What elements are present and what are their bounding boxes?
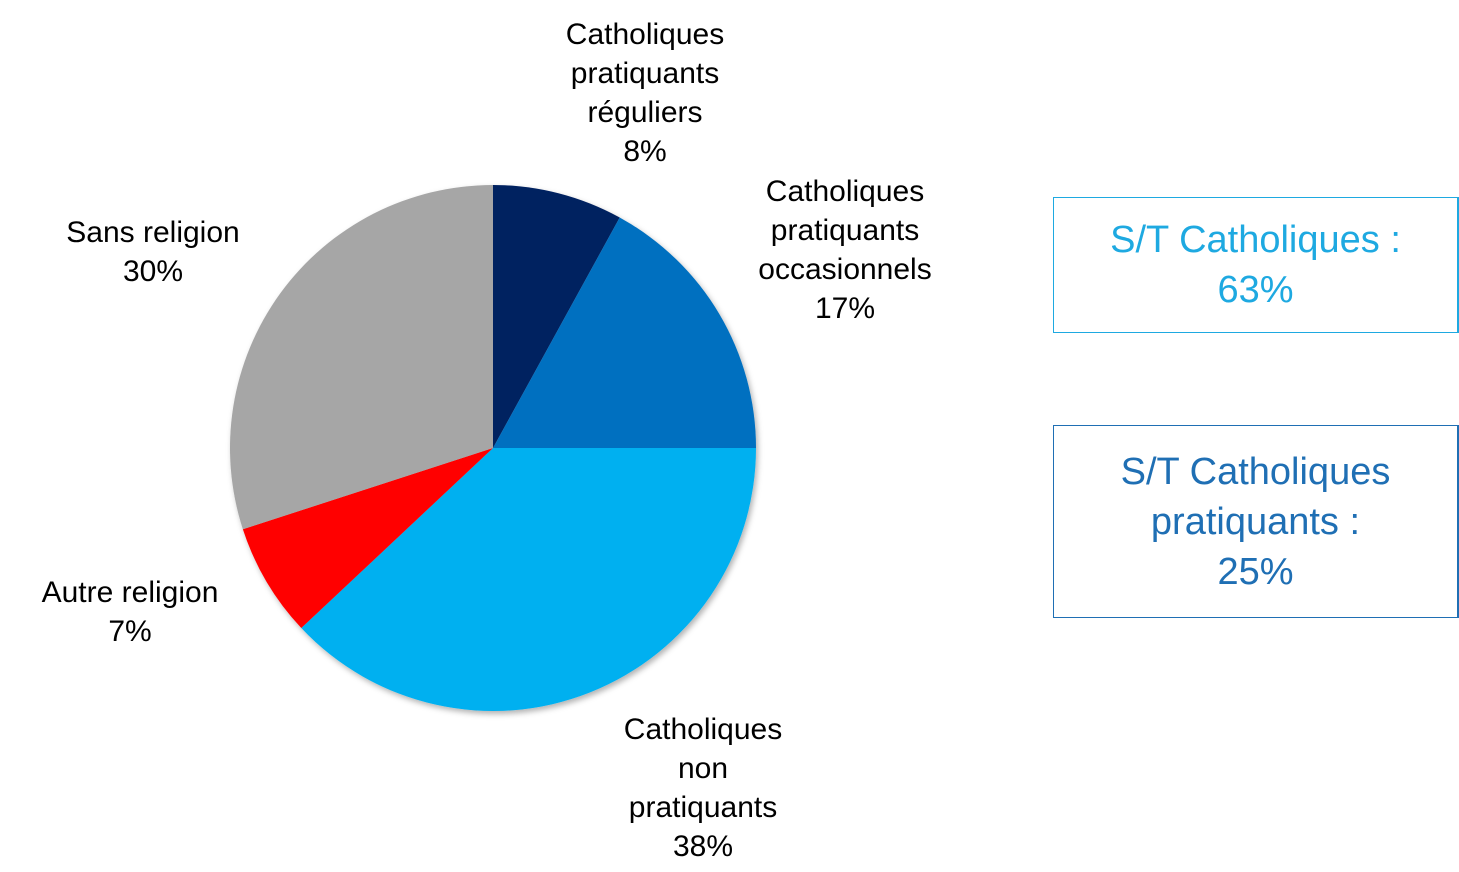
pie-chart <box>229 185 756 711</box>
value-label: 8% <box>623 135 667 168</box>
category-name: Catholiques pratiquants réguliers <box>565 18 725 129</box>
slice-label: Autre religion 7% <box>0 573 260 651</box>
value-label: 38% <box>672 830 734 863</box>
pie-slice <box>301 448 756 711</box>
annotation-text: 25% <box>1217 550 1294 593</box>
category-name: Catholiques non pratiquants <box>623 713 783 824</box>
category-name: Autre religion <box>41 576 219 609</box>
value-label: 17% <box>814 292 876 325</box>
pie-slice <box>242 448 493 629</box>
slice-label: Catholiques non pratiquants 38% <box>603 710 803 866</box>
pie-slice <box>493 185 620 448</box>
annotation-text: S/T Catholiques <box>1120 450 1391 493</box>
slice-label: Catholiques pratiquants occasionnels 17% <box>730 172 960 328</box>
pie-slice <box>229 185 493 530</box>
annotation-text: S/T Catholiques : <box>1110 219 1401 261</box>
category-name: Catholiques pratiquants occasionnels <box>758 175 932 286</box>
annotation-box: S/T Catholiques pratiquants : 25% <box>1053 425 1459 618</box>
slice-label: Sans religion 30% <box>23 213 283 291</box>
slice-label: Catholiques pratiquants réguliers 8% <box>545 15 745 171</box>
annotation-box: S/T Catholiques : 63% <box>1053 197 1459 333</box>
category-name: Sans religion <box>66 216 240 249</box>
slices <box>229 185 756 711</box>
pie-slice <box>493 217 756 448</box>
value-label: 30% <box>122 255 184 288</box>
annotation-text: 63% <box>1217 269 1294 311</box>
annotation-text: pratiquants : <box>1150 500 1361 543</box>
value-label: 7% <box>108 615 152 648</box>
